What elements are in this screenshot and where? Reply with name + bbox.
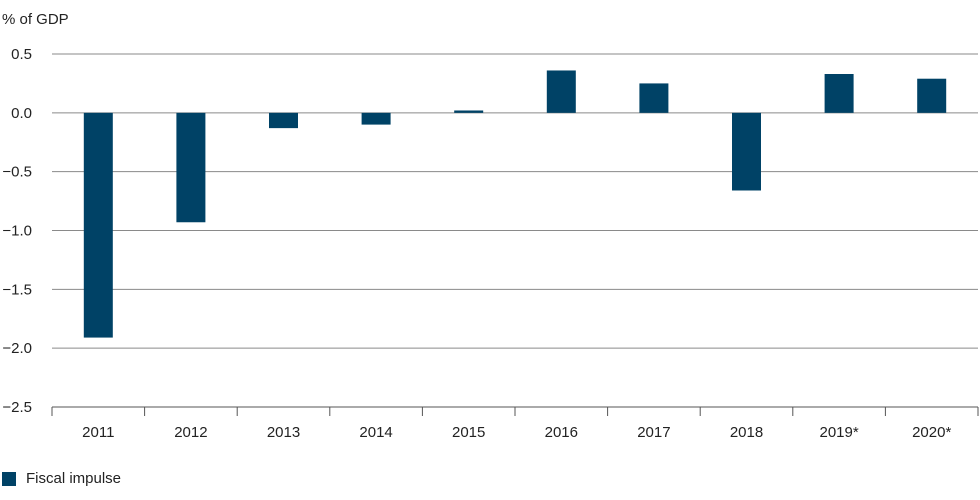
y-tick-label: −1.5 (2, 281, 32, 298)
legend: Fiscal impulse (2, 470, 121, 487)
bar-2016 (546, 70, 576, 113)
x-tick-label: 2014 (359, 424, 392, 441)
y-tick-label: −2.5 (2, 399, 32, 416)
x-tick-label: 2011 (82, 424, 114, 441)
legend-swatch-fiscal-impulse (2, 471, 16, 486)
legend-label-fiscal-impulse: Fiscal impulse (26, 470, 122, 487)
bar-2014 (361, 112, 391, 125)
bar-2013 (269, 112, 298, 129)
bar-2012 (176, 112, 206, 223)
y-tick-label: −1.0 (2, 223, 32, 240)
bars (83, 70, 947, 338)
bar-2019 (824, 74, 854, 113)
y-tick-label: −2.0 (2, 340, 32, 357)
y-tick-label: −0.5 (2, 164, 32, 181)
y-tick-labels: 0.5 0.0 −0.5 −1.0 −1.5 −2.0 −2.5 (2, 46, 32, 416)
bar-2011 (83, 112, 113, 338)
bar-2015 (454, 110, 484, 113)
x-tick-label: 2013 (267, 424, 300, 441)
x-tick-label: 2020* (912, 424, 951, 441)
grid-lines (52, 53, 978, 349)
x-tick-label: 2018 (730, 424, 763, 441)
bar-2017 (639, 83, 669, 113)
y-tick-label: 0.0 (11, 105, 32, 122)
bar-2018 (732, 112, 761, 191)
x-tick-label: 2016 (545, 424, 578, 441)
x-tick-labels: 2011 2012 2013 2014 2015 2016 2017 2018 2019* 202… (82, 424, 951, 441)
x-tick-label: 2019* (819, 424, 858, 441)
y-axis-label: % of GDP (2, 11, 69, 28)
x-tick-label: 2012 (174, 424, 207, 441)
x-tick-label: 2017 (637, 424, 670, 441)
bar-2020 (917, 78, 947, 113)
x-tick-label: 2015 (452, 424, 485, 441)
x-axis (51, 406, 979, 416)
y-tick-label: 0.5 (11, 46, 32, 63)
